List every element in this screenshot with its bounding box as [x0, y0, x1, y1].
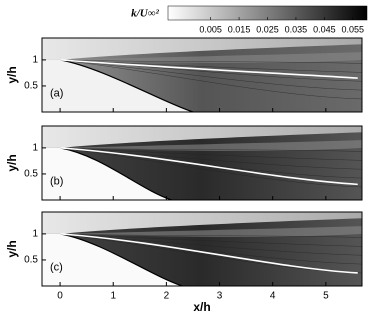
upper-field	[42, 38, 362, 60]
colorbar-tick-label: 0.045	[313, 24, 336, 34]
panel	[42, 212, 362, 286]
mid-band	[60, 140, 362, 151]
y-tick-label: 1	[32, 143, 38, 154]
max-line	[60, 147, 358, 186]
max-line	[60, 233, 358, 274]
max-line	[60, 59, 358, 79]
y-tick-label: 1	[32, 55, 38, 66]
x-tick-label: 5	[323, 291, 329, 302]
x-tick-label: 1	[110, 291, 116, 302]
contour-line	[60, 59, 362, 64]
colorbar-tick-label: 0.025	[256, 24, 279, 34]
contour-line	[60, 147, 362, 152]
wall-region	[42, 59, 193, 112]
x-tick-label: 3	[217, 291, 223, 302]
wall-curve	[59, 59, 194, 112]
y-axis-label: y/h	[5, 66, 19, 83]
panel-label: (c)	[50, 262, 63, 274]
panel-label: (b)	[50, 176, 63, 188]
contour-line	[60, 233, 362, 247]
colorbar-title: k/U∞²	[131, 8, 159, 20]
contour-line	[60, 59, 362, 73]
wall-region	[42, 233, 183, 286]
upper-field	[42, 212, 362, 234]
y-tick-label: 1	[32, 229, 38, 240]
wall-curve	[59, 233, 183, 286]
colorbar-tick-label: 0.035	[285, 24, 308, 34]
panel	[42, 38, 362, 112]
y-tick-label: 0.5	[24, 169, 38, 180]
colorbar-tick-label: 0.055	[342, 24, 365, 34]
colorbar-tick-label: 0.005	[199, 24, 222, 34]
panel-frame	[41, 37, 363, 113]
y-tick-label: 0.5	[24, 81, 38, 92]
contour-line	[60, 59, 362, 100]
panel-frame	[41, 125, 363, 201]
contour-line	[60, 59, 362, 91]
x-tick-label: 2	[164, 291, 170, 302]
panel-frame	[41, 211, 363, 287]
x-tick-label: 4	[270, 291, 276, 302]
contour-line	[60, 147, 362, 188]
panel	[42, 126, 362, 200]
wall-region	[42, 147, 172, 200]
y-axis-label: y/h	[5, 240, 19, 257]
panel-label: (a)	[50, 88, 63, 100]
y-tick-label: 0.5	[24, 255, 38, 266]
upper-field	[42, 126, 362, 148]
mid-band	[60, 226, 362, 237]
x-tick-label: 0	[57, 291, 63, 302]
mid-band	[60, 52, 362, 63]
y-axis-label: y/h	[5, 154, 19, 171]
wall-curve	[59, 147, 172, 200]
contour-line	[60, 147, 362, 161]
contour-line	[60, 233, 362, 238]
x-axis-label: x/h	[193, 300, 210, 314]
colorbar-tick-label: 0.015	[228, 24, 251, 34]
